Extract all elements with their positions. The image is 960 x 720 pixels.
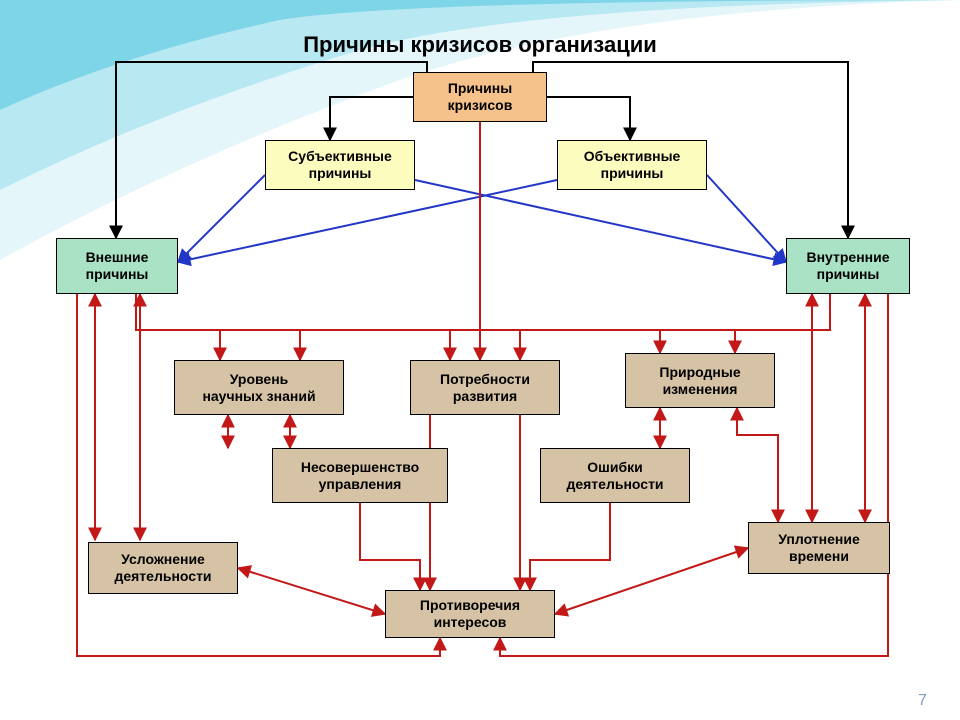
node-needs-label: Потребности развития	[440, 371, 530, 405]
node-science-label: Уровень научных знаний	[202, 371, 315, 405]
node-nature: Природные изменения	[625, 353, 775, 408]
node-mgmt-label: Несовершенство управления	[301, 459, 419, 493]
node-subj: Субъективные причины	[265, 140, 415, 190]
node-science: Уровень научных знаний	[174, 360, 344, 415]
node-mgmt: Несовершенство управления	[272, 448, 448, 503]
node-obj-label: Объективные причины	[584, 148, 681, 182]
node-contradict: Противоречия интересов	[385, 590, 555, 638]
node-root: Причины кризисов	[413, 72, 547, 122]
node-root-label: Причины кризисов	[448, 80, 513, 114]
node-needs: Потребности развития	[410, 360, 560, 415]
node-obj: Объективные причины	[557, 140, 707, 190]
node-time: Уплотнение времени	[748, 522, 890, 574]
node-contradict-label: Противоречия интересов	[420, 597, 520, 631]
node-time-label: Уплотнение времени	[778, 531, 860, 565]
node-complexity-label: Усложнение деятельности	[114, 551, 211, 585]
node-nature-label: Природные изменения	[659, 364, 740, 398]
node-errors-label: Ошибки деятельности	[566, 459, 663, 493]
node-errors: Ошибки деятельности	[540, 448, 690, 503]
node-internal-label: Внутренние причины	[806, 249, 889, 283]
node-complexity: Усложнение деятельности	[88, 542, 238, 594]
node-external: Внешние причины	[56, 238, 178, 294]
page-number: 7	[918, 692, 927, 710]
slide-title: Причины кризисов организации	[0, 32, 960, 58]
node-external-label: Внешние причины	[86, 249, 149, 283]
node-internal: Внутренние причины	[786, 238, 910, 294]
node-subj-label: Субъективные причины	[288, 148, 392, 182]
